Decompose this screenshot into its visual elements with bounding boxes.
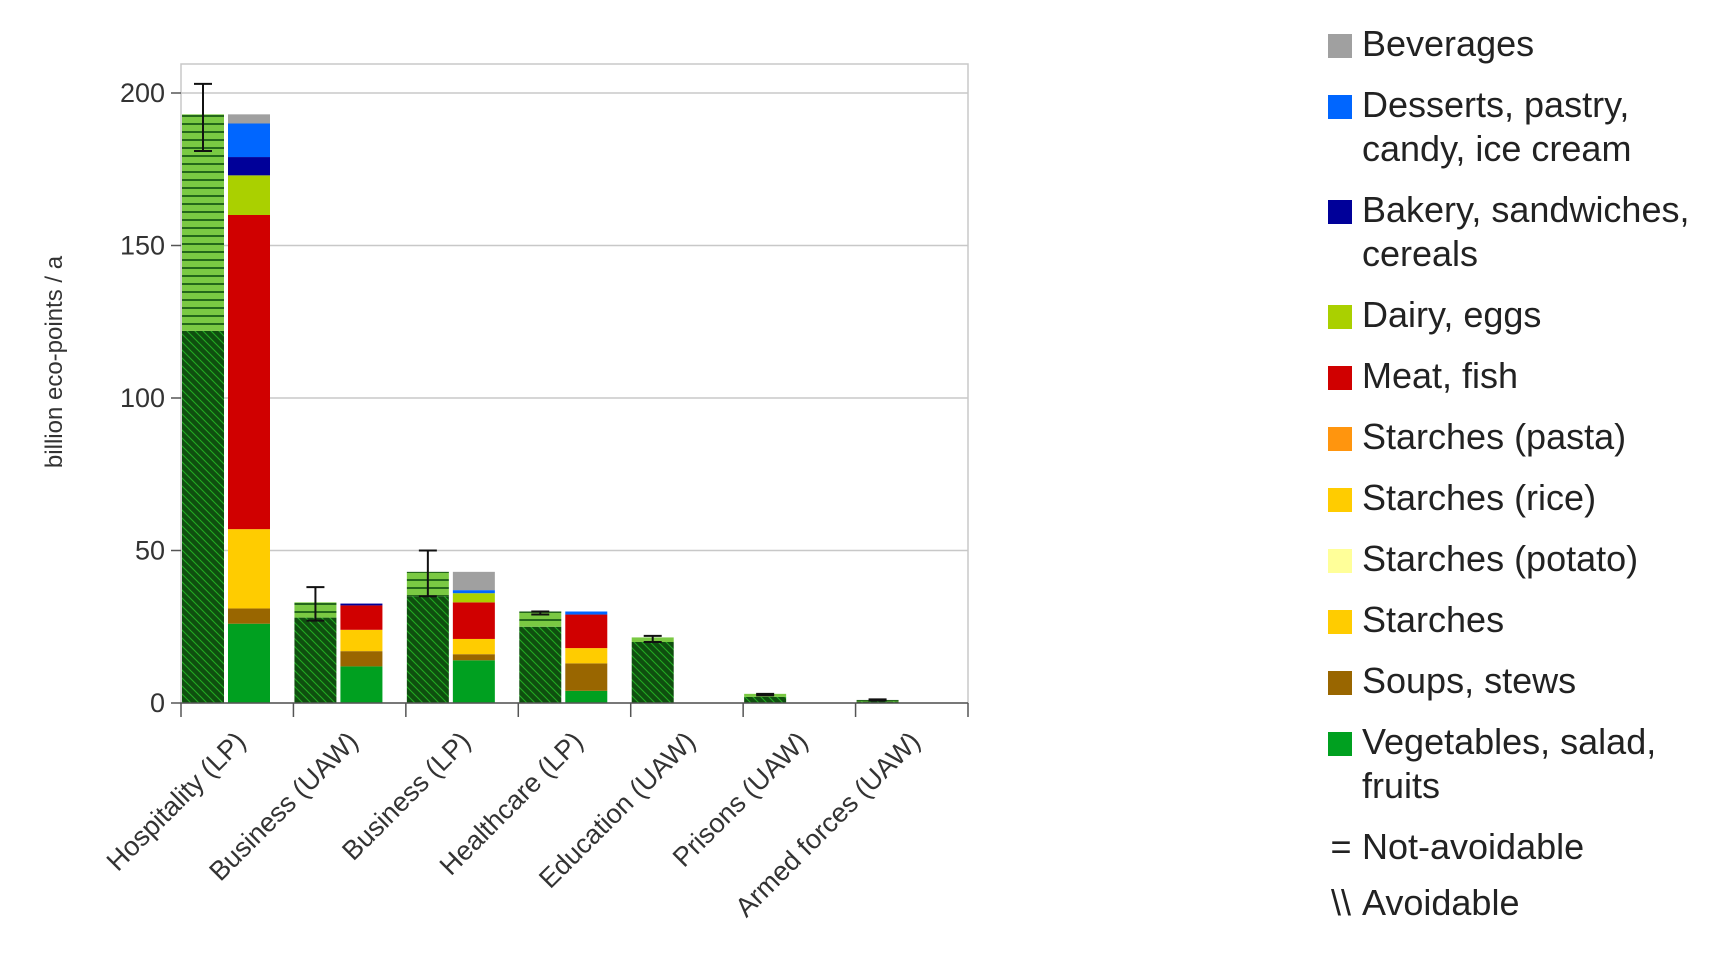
legend-swatch [1328,488,1352,512]
legend-item: \\ Avoidable [1328,881,1728,925]
legend-pattern-glyph: \\ [1330,882,1351,923]
legend-label: Starches (rice) [1362,477,1597,518]
legend-item: = Not-avoidable [1328,825,1728,869]
legend-item: Beverages [1328,22,1728,66]
bar-segment [565,690,608,703]
bar-segment [452,654,495,661]
legend-swatch [1328,671,1352,695]
bar-segment [228,215,270,530]
legend-item: Starches (rice) [1328,476,1728,520]
legend-label: Starches (potato) [1362,538,1639,579]
bar-avoidable [406,596,449,703]
legend-label: Beverages [1362,23,1535,64]
legend-item: Meat, fish [1328,354,1728,398]
y-tick-label: 100 [120,383,165,413]
bars [182,82,899,703]
legend-label: Meat, fish [1362,355,1519,396]
legend-swatch [1328,427,1352,451]
bar-segment [452,590,495,594]
legend-pattern-glyph: = [1330,826,1352,867]
legend-swatch [1328,95,1352,119]
bar-segment [340,651,383,667]
legend-label: Not-avoidable [1362,826,1585,867]
bar-segment [228,175,270,215]
bar-avoidable [631,642,674,703]
legend-item: Dairy, eggs [1328,293,1728,337]
legend-label: Starches [1362,599,1505,640]
legend-swatch [1328,549,1352,573]
bar-segment [340,666,383,703]
legend-item: Starches (potato) [1328,537,1728,581]
legend-item: Bakery, sandwiches, cereals [1328,188,1728,276]
bar-segment [452,602,495,639]
legend-label: Desserts, pastry, candy, ice cream [1362,84,1632,169]
bar-segment [228,123,270,158]
bar-segment [452,571,495,591]
legend-label: Dairy, eggs [1362,294,1542,335]
legend-item: Starches (pasta) [1328,415,1728,459]
legend-label: Soups, stews [1362,660,1577,701]
bar-segment [228,157,270,176]
bar-segment [452,638,495,655]
bar-segment [340,605,383,630]
legend-swatch [1328,366,1352,390]
y-tick-label: 200 [120,78,165,108]
bar-avoidable [519,626,562,703]
bar-avoidable [182,330,224,703]
bar-segment [228,529,270,609]
bar-segment [565,648,608,664]
y-tick-label: 150 [120,231,165,261]
y-axis-label: billion eco-points / a [41,255,68,468]
bar-segment [340,629,383,652]
chart-legend: Beverages Desserts, pastry, candy, ice cr… [1328,22,1728,937]
legend-label: Vegetables, salad, fruits [1362,721,1657,806]
legend-item: Starches [1328,598,1728,642]
bar-avoidable [856,701,899,703]
legend-swatch [1328,610,1352,634]
bar-segment [228,114,270,124]
legend-item: Desserts, pastry, candy, ice cream [1328,83,1728,171]
bar-segment [452,593,495,603]
legend-swatch [1328,34,1352,58]
legend-swatch [1328,732,1352,756]
bar-segment [228,608,270,624]
x-tick-label: Armed forces (UAW) [729,726,926,923]
bar-segment [565,614,608,649]
legend-swatch [1328,200,1352,224]
bar-not-avoidable [519,611,562,627]
legend-swatch [1328,305,1352,329]
bar-segment [452,660,495,703]
bar-segment [340,603,383,606]
legend-label: Starches (pasta) [1362,416,1627,457]
legend-label: Avoidable [1362,882,1520,923]
y-tick-label: 50 [135,536,165,566]
bar-segment [565,663,608,691]
bar-avoidable [294,617,337,703]
legend-item: Vegetables, salad, fruits [1328,720,1728,808]
bar-avoidable [744,696,787,703]
legend-item: Soups, stews [1328,659,1728,703]
bar-segment [565,611,608,615]
bar-segment [228,623,270,703]
y-tick-label: 0 [150,688,165,718]
legend-label: Bakery, sandwiches, cereals [1362,189,1690,274]
